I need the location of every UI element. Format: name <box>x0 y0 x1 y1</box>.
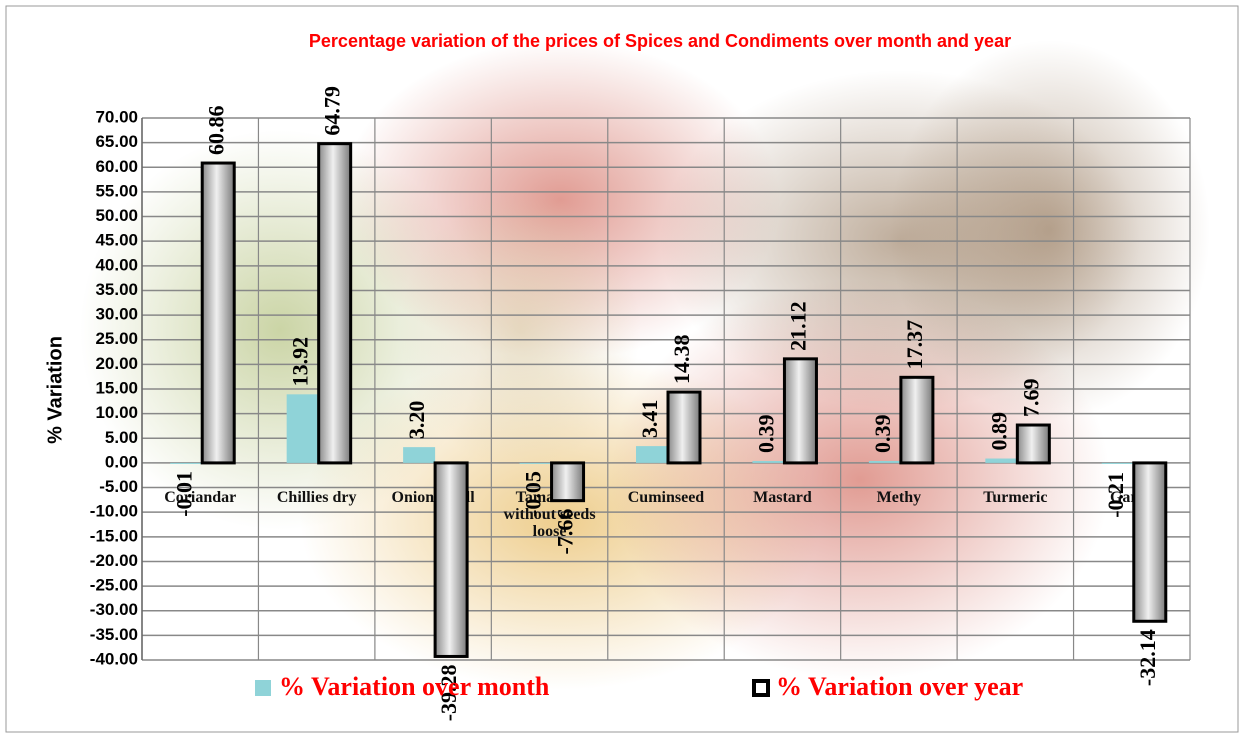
category-label-box: Coriandar <box>142 489 258 549</box>
bar-year <box>901 377 933 463</box>
value-label: 21.12 <box>785 301 810 351</box>
y-tick-label: 70.00 <box>95 107 138 126</box>
y-tick-label: 55.00 <box>95 181 138 200</box>
value-label: 7.69 <box>1018 379 1043 418</box>
bar-year <box>435 463 467 657</box>
x-tick-label: Garlic <box>1074 489 1190 506</box>
category-label-box: Tamarind without seeds loose <box>491 489 607 549</box>
x-tick-label: Chillies dry <box>258 489 374 506</box>
value-label: 64.79 <box>320 86 345 136</box>
bar-month <box>752 461 784 463</box>
value-label: -32.14 <box>1135 629 1160 686</box>
y-axis-title: % Variation <box>44 336 66 444</box>
value-label: 17.37 <box>902 320 927 370</box>
y-tick-label: -30.00 <box>90 600 138 619</box>
y-tick-label: 30.00 <box>95 305 138 324</box>
category-label-box: Turmeric <box>957 489 1073 549</box>
value-label: 0.39 <box>753 414 778 453</box>
x-tick-label: Onion small <box>375 489 491 506</box>
y-tick-label: 40.00 <box>95 255 138 274</box>
y-tick-label: -40.00 <box>90 649 138 668</box>
y-tick-label: -10.00 <box>90 502 138 521</box>
bar-month <box>985 459 1017 463</box>
value-label: -0.01 <box>171 471 196 517</box>
y-tick-label: 65.00 <box>95 132 138 151</box>
category-label-box: Methy <box>841 489 957 549</box>
chart: Percentage variation of the prices of Sp… <box>0 0 1245 738</box>
value-label: 0.39 <box>870 414 895 453</box>
value-label: -7.66 <box>553 509 578 555</box>
value-label: 14.38 <box>669 335 694 385</box>
x-tick-label: Mastard <box>724 489 840 506</box>
y-tick-label: 5.00 <box>105 428 138 447</box>
bar-month <box>1102 463 1134 464</box>
category-label-box: Chillies dry <box>258 489 374 549</box>
y-tick-label: 10.00 <box>95 403 138 422</box>
value-label: 3.20 <box>404 401 429 440</box>
bar-year <box>1134 463 1166 621</box>
value-label: 13.92 <box>288 337 313 387</box>
bar-month <box>170 463 202 464</box>
bar-year <box>668 392 700 463</box>
value-label: -0.05 <box>521 471 546 517</box>
bar-year <box>1017 425 1049 463</box>
y-tick-label: 35.00 <box>95 280 138 299</box>
category-label-box: Onion small <box>375 489 491 549</box>
y-tick-label: 50.00 <box>95 206 138 225</box>
x-tick-label: Cuminseed <box>608 489 724 506</box>
y-tick-label: -20.00 <box>90 551 138 570</box>
x-tick-label: Methy <box>841 489 957 506</box>
value-label: 60.86 <box>203 106 228 156</box>
x-tick-label: Turmeric <box>957 489 1073 506</box>
category-label-box: Mastard <box>724 489 840 549</box>
category-label-box: Garlic <box>1074 489 1190 549</box>
legend-swatch <box>754 681 768 695</box>
bar-month <box>869 461 901 463</box>
bar-month <box>520 463 552 464</box>
bar-year <box>784 359 816 463</box>
value-label: -0.21 <box>1103 472 1128 518</box>
bar-month <box>403 447 435 463</box>
x-tick-label: Tamarind without seeds loose <box>491 489 607 540</box>
x-tick-label: Coriandar <box>142 489 258 506</box>
y-tick-label: 60.00 <box>95 157 138 176</box>
value-label: 3.41 <box>637 400 662 439</box>
bar-month <box>287 394 319 463</box>
y-tick-label: -35.00 <box>90 625 138 644</box>
y-tick-label: -5.00 <box>99 477 138 496</box>
bar-year <box>319 144 351 463</box>
y-tick-label: -25.00 <box>90 576 138 595</box>
bar-month <box>636 446 668 463</box>
chart-title: Percentage variation of the prices of Sp… <box>309 31 1011 51</box>
legend-swatch <box>255 680 271 696</box>
y-tick-label: -15.00 <box>90 526 138 545</box>
y-tick-label: 45.00 <box>95 231 138 250</box>
y-tick-label: 15.00 <box>95 378 138 397</box>
legend-label: % Variation over year <box>776 672 1023 701</box>
y-tick-label: 20.00 <box>95 354 138 373</box>
legend-label: % Variation over month <box>279 672 550 701</box>
value-label: 0.89 <box>986 412 1011 451</box>
bar-year <box>552 463 584 501</box>
category-label-box: Cuminseed <box>608 489 724 549</box>
bar-year <box>202 163 234 463</box>
y-tick-label: 25.00 <box>95 329 138 348</box>
y-tick-label: 0.00 <box>105 452 138 471</box>
